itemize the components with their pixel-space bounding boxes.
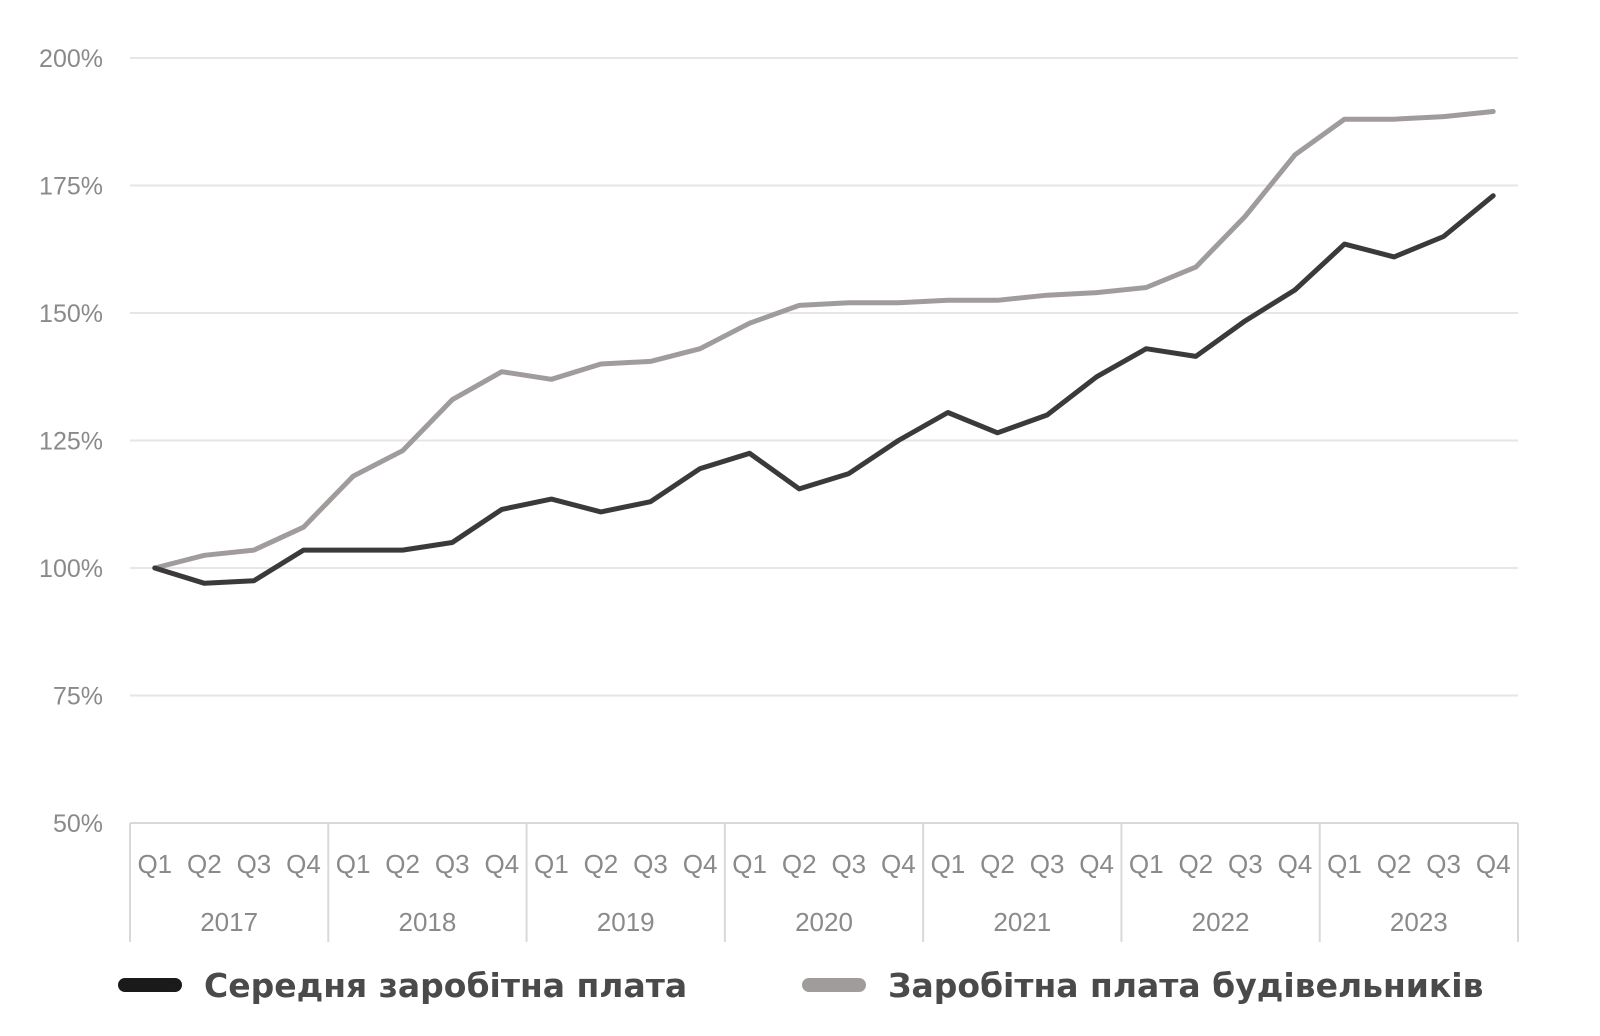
series-lines — [152, 109, 1496, 586]
legend-item-average-wage: Середня заробітна плата — [118, 960, 687, 1010]
x-tick-label-quarter: Q4 — [1079, 849, 1114, 879]
x-tick-label-quarter: Q3 — [633, 849, 668, 879]
x-tick-label-quarter: Q3 — [1426, 849, 1461, 879]
x-tick-label-quarter: Q3 — [831, 849, 866, 879]
x-tick-label-year: 2022 — [1192, 907, 1250, 937]
series-line-construction-wage — [152, 109, 1496, 571]
x-tick-label-year: 2023 — [1390, 907, 1448, 937]
x-axis: Q1 Q2 Q3 Q4 Q1 Q2 Q3 Q4 Q1 Q2 Q3 Q4 Q1 Q2 Q3 Q4 Q1 Q2 Q3 Q4… — [129, 823, 1519, 942]
x-tick-label-quarter: Q4 — [683, 849, 718, 879]
y-tick-label: 100% — [39, 555, 103, 583]
x-tick-label-quarter: Q1 — [732, 849, 767, 879]
y-tick-label: 75% — [53, 683, 103, 711]
x-tick-label-quarter: Q2 — [980, 849, 1015, 879]
legend-swatch-construction-wage — [802, 978, 866, 992]
x-tick-label-quarter: Q1 — [1129, 849, 1164, 879]
line-chart: 50%75%100%125%150%175%200% Q1 Q2 Q3 Q4 Q1 Q2 Q… — [39, 45, 1519, 942]
legend-label-construction-wage: Заробітна плата будівельників — [888, 965, 1484, 1005]
x-tick-label-quarter: Q3 — [237, 849, 272, 879]
x-tick-label-year: 2021 — [993, 907, 1051, 937]
x-tick-label-quarter: Q4 — [1476, 849, 1511, 879]
y-tick-label: 150% — [39, 300, 103, 328]
y-axis-ticks: 50% 75% 100% 125% 150% 175% 200% — [39, 45, 103, 838]
x-tick-label-quarter: Q4 — [286, 849, 321, 879]
x-tick-label-quarter: Q3 — [435, 849, 470, 879]
x-tick-label-quarter: Q3 — [1030, 849, 1065, 879]
x-tick-label-year: 2020 — [795, 907, 853, 937]
x-tick-label-quarter: Q1 — [137, 849, 172, 879]
x-tick-label-quarter: Q2 — [385, 849, 420, 879]
y-tick-label: 200% — [39, 45, 103, 73]
y-tick-label: 175% — [39, 173, 103, 201]
x-tick-label-year: 2019 — [597, 907, 655, 937]
x-tick-label-quarter: Q2 — [584, 849, 619, 879]
gridlines — [130, 57, 1518, 824]
x-tick-label-quarter: Q2 — [187, 849, 222, 879]
x-tick-label-quarter: Q1 — [931, 849, 966, 879]
x-tick-label-quarter: Q1 — [1327, 849, 1362, 879]
x-tick-label-quarter: Q2 — [782, 849, 817, 879]
y-tick-label: 125% — [39, 428, 103, 456]
x-tick-label-quarter: Q4 — [1278, 849, 1313, 879]
x-tick-label-quarter: Q1 — [534, 849, 569, 879]
series-line-average-wage — [152, 193, 1496, 586]
legend-label-average-wage: Середня заробітна плата — [204, 965, 688, 1005]
x-tick-label-quarter: Q3 — [1228, 849, 1263, 879]
x-tick-label-quarter: Q1 — [336, 849, 371, 879]
x-tick-label-quarter: Q2 — [1377, 849, 1412, 879]
x-tick-label-quarter: Q2 — [1178, 849, 1213, 879]
x-tick-label-year: 2017 — [200, 907, 258, 937]
x-tick-label-year: 2018 — [399, 907, 457, 937]
legend-swatch-average-wage — [118, 978, 182, 992]
x-tick-label-quarter: Q4 — [484, 849, 519, 879]
y-tick-label: 50% — [53, 810, 103, 838]
legend-item-construction-wage: Заробітна плата будівельників — [802, 960, 1484, 1010]
x-tick-label-quarter: Q4 — [881, 849, 916, 879]
